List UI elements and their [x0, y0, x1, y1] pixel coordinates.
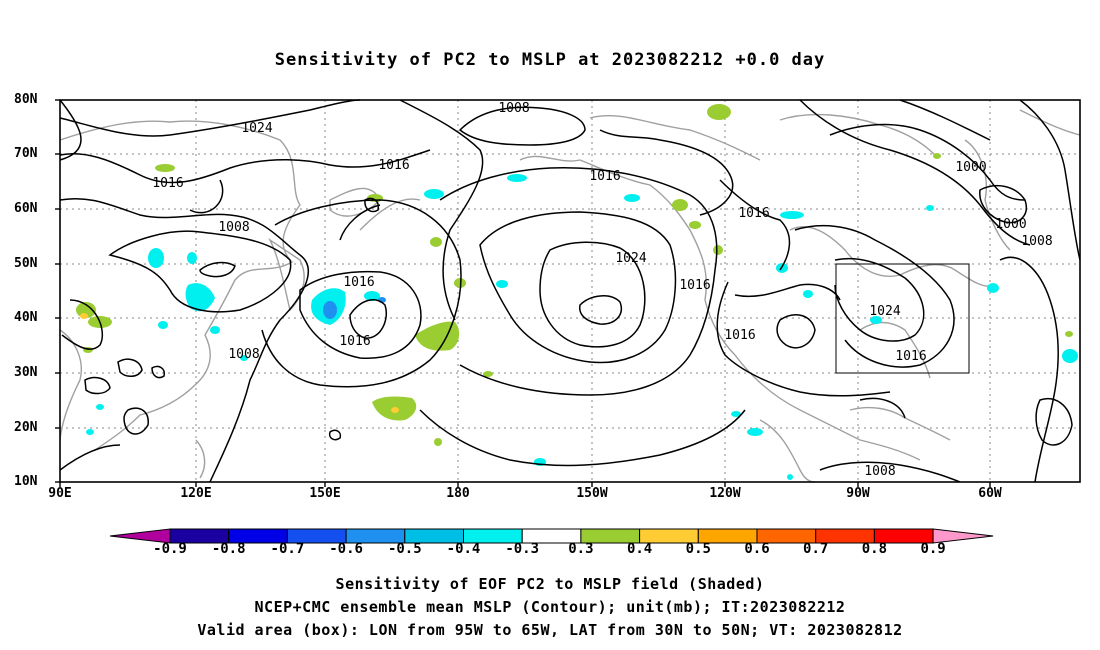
contour-label: 1016 [895, 349, 926, 364]
colorbar-tick-label: -0.6 [329, 541, 363, 557]
colorbar-right-arrow [932, 528, 994, 544]
contour-label: 1000 [955, 160, 986, 175]
colorbar-tick-label: 0.5 [685, 541, 711, 557]
colorbar-tick-label: 0.6 [744, 541, 770, 557]
colorbar-tick-label: -0.4 [446, 541, 481, 557]
colorbar-tick-label: -0.3 [505, 541, 540, 557]
contour-label: 1024 [869, 304, 900, 319]
shaded-positive [76, 104, 1073, 446]
mslp-contours [59, 99, 1081, 483]
caption-line-1: Sensitivity of EOF PC2 to MSLP field (Sh… [335, 575, 765, 593]
lat-label: 20N [14, 420, 38, 435]
lon-label: 150E [309, 486, 341, 501]
lon-label: 150W [576, 486, 608, 501]
lon-label: 120E [180, 486, 212, 501]
colorbar-tick-label: -0.8 [211, 541, 246, 557]
contour-label: 1008 [228, 347, 259, 362]
colorbar-tick-label: 0.3 [568, 541, 594, 557]
lon-label: 180 [446, 486, 470, 501]
lat-label: 80N [14, 92, 38, 107]
lon-label: 90E [48, 486, 72, 501]
contour-label: 1016 [339, 334, 370, 349]
colorbar-tick-label: 0.9 [920, 541, 946, 557]
contour-labels: 1024 1016 1016 1008 1008 1008 1016 1016 … [152, 101, 1052, 479]
lat-label: 70N [14, 146, 38, 161]
valid-area-box [835, 263, 970, 374]
contour-label: 1016 [343, 275, 374, 290]
lon-label: 90W [846, 486, 870, 501]
contour-label: 1008 [498, 101, 529, 116]
colorbar-tick-label: -0.7 [270, 541, 305, 557]
colorbar-tick-label: -0.5 [387, 541, 422, 557]
contour-label: 1008 [864, 464, 895, 479]
contour-label: 1000 [995, 217, 1026, 232]
contour-label: 1024 [615, 251, 646, 266]
colorbar-tick-label: 0.7 [803, 541, 829, 557]
contour-label: 1016 [152, 176, 183, 191]
lon-label: 60W [978, 486, 1002, 501]
colorbar-tick-label: 0.8 [861, 541, 888, 557]
lat-label: 60N [14, 201, 38, 216]
contour-label: 1016 [738, 206, 769, 221]
colorbar-tick-label: 0.4 [626, 541, 653, 557]
lat-label: 10N [14, 474, 38, 489]
colorbar [109, 528, 994, 544]
caption-line-2: NCEP+CMC ensemble mean MSLP (Contour); u… [254, 598, 846, 616]
map-title: Sensitivity of PC2 to MSLP at 2023082212… [274, 50, 826, 70]
contour-label: 1008 [1021, 234, 1052, 249]
contour-label: 1024 [241, 121, 272, 136]
shaded-blue [323, 297, 386, 319]
caption-line-3: Valid area (box): LON from 95W to 65W, L… [197, 621, 903, 639]
contour-label: 1016 [679, 278, 710, 293]
contour-label: 1016 [378, 158, 409, 173]
lat-label: 30N [14, 365, 38, 380]
lon-label: 120W [709, 486, 741, 501]
contour-label: 1008 [218, 220, 249, 235]
lat-label: 40N [14, 310, 38, 325]
map-frame [59, 99, 1081, 483]
contour-label: 1016 [589, 169, 620, 184]
lat-label: 50N [14, 256, 38, 271]
colorbar-tick-label: -0.9 [153, 541, 187, 557]
contour-label: 1016 [724, 328, 755, 343]
shaded-orange [80, 313, 399, 413]
